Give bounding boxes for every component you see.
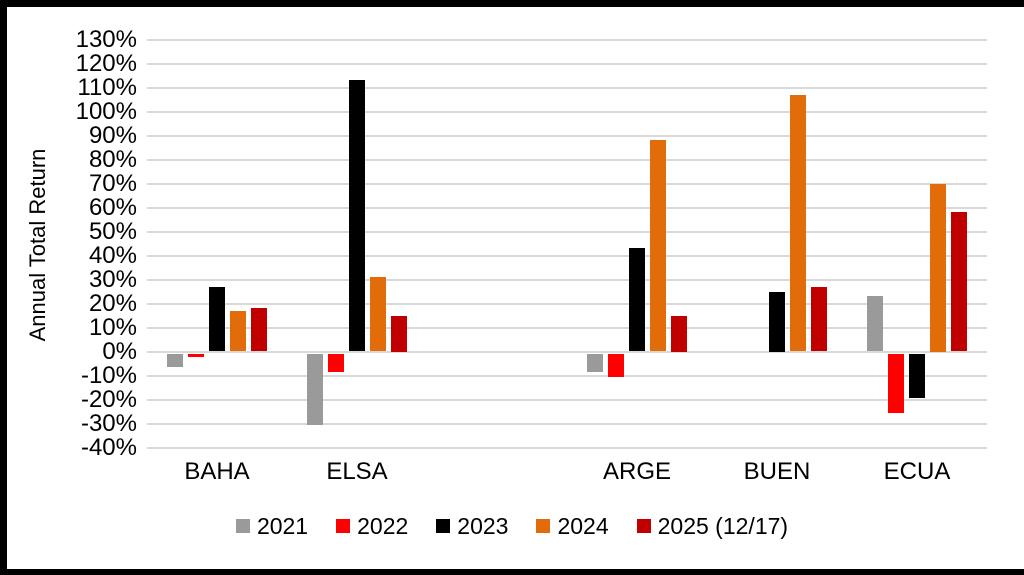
bar-BUEN-2025 xyxy=(811,286,827,352)
bar-BAHA-2024 xyxy=(230,310,246,352)
y-tick-label: 120% xyxy=(75,50,137,77)
gridline xyxy=(147,63,987,65)
legend-swatch-icon xyxy=(536,519,551,533)
gridline xyxy=(147,327,987,329)
x-tick-label-ELSA: ELSA xyxy=(326,458,388,485)
y-tick-label: 40% xyxy=(88,242,137,269)
bar-ELSA-2022 xyxy=(328,354,344,372)
legend-label: 2025 (12/17) xyxy=(657,512,789,539)
gridline xyxy=(147,279,987,281)
bar-ECUA-2021 xyxy=(867,296,883,352)
gridline xyxy=(147,447,987,449)
legend-label: 2022 xyxy=(357,512,409,539)
bar-BAHA-2021 xyxy=(167,354,183,367)
bar-ARGE-2022 xyxy=(608,354,624,377)
bar-ARGE-2024 xyxy=(650,140,666,352)
y-tick-label: -30% xyxy=(80,410,137,437)
bar-BUEN-2024 xyxy=(790,94,806,352)
gridline xyxy=(147,39,987,41)
x-tick-label-BAHA: BAHA xyxy=(184,458,250,485)
legend-swatch-icon xyxy=(235,519,250,533)
bar-ELSA-2024 xyxy=(370,277,386,352)
gridline xyxy=(147,87,987,89)
bar-BAHA-2023 xyxy=(209,286,225,352)
legend: 2021 2022 2023 2024 2025 (12/17) xyxy=(0,506,1024,546)
bar-ARGE-2025 xyxy=(671,315,687,352)
legend-label: 2021 xyxy=(256,512,309,539)
y-tick-label: 70% xyxy=(88,170,137,197)
bar-ELSA-2023 xyxy=(349,80,365,352)
gridline xyxy=(147,255,987,257)
legend-swatch-icon xyxy=(436,519,451,533)
legend-item-2021: 2021 xyxy=(235,512,309,540)
gridline xyxy=(147,183,987,185)
y-tick-label: 10% xyxy=(88,314,137,341)
gridline xyxy=(147,351,987,353)
bar-ECUA-2025 xyxy=(951,212,967,352)
bar-BAHA-2022 xyxy=(188,354,204,358)
legend-label: 2023 xyxy=(457,512,509,539)
legend-item-2024: 2024 xyxy=(536,512,609,540)
y-tick-label: 130% xyxy=(75,26,137,53)
y-tick-label: -40% xyxy=(80,434,137,461)
x-tick-label-ECUA: ECUA xyxy=(883,458,951,485)
gridline xyxy=(147,159,987,161)
y-tick-label: 100% xyxy=(75,98,137,125)
bar-ECUA-2023 xyxy=(909,354,925,399)
y-tick-label: -10% xyxy=(80,362,137,389)
x-tick-label-BUEN: BUEN xyxy=(743,458,811,485)
y-tick-label: 90% xyxy=(88,122,137,149)
y-tick-label: 20% xyxy=(88,290,137,317)
gridline xyxy=(147,111,987,113)
gridline xyxy=(147,303,987,305)
bar-BUEN-2023 xyxy=(769,291,785,352)
legend-item-2022: 2022 xyxy=(336,513,408,540)
y-tick-label: -20% xyxy=(80,386,137,413)
gridline xyxy=(147,231,987,233)
gridline xyxy=(147,423,987,425)
legend-item-2025: 2025 (12/17) xyxy=(636,512,789,540)
y-tick-label: 30% xyxy=(88,266,137,293)
legend-swatch-icon xyxy=(336,519,351,533)
legend-swatch-icon xyxy=(636,519,651,533)
gridline xyxy=(147,375,987,377)
gridline xyxy=(147,399,987,401)
bar-ECUA-2024 xyxy=(930,183,946,352)
y-tick-label: 110% xyxy=(77,74,137,101)
gridline xyxy=(147,135,987,137)
y-tick-label: 0% xyxy=(102,338,137,365)
x-tick-label-ARGE: ARGE xyxy=(602,458,671,485)
y-tick-label: 50% xyxy=(88,218,137,245)
bar-BAHA-2025 xyxy=(251,308,267,352)
y-tick-label: 80% xyxy=(88,146,137,173)
bar-ELSA-2021 xyxy=(307,354,323,425)
bar-ELSA-2025 xyxy=(391,315,407,352)
bar-ECUA-2022 xyxy=(888,354,904,413)
legend-label: 2024 xyxy=(557,512,609,539)
bar-ARGE-2021 xyxy=(587,354,603,372)
legend-item-2023: 2023 xyxy=(436,513,508,540)
y-tick-label: 60% xyxy=(88,194,137,221)
gridline xyxy=(147,207,987,209)
bar-ARGE-2023 xyxy=(629,248,645,352)
